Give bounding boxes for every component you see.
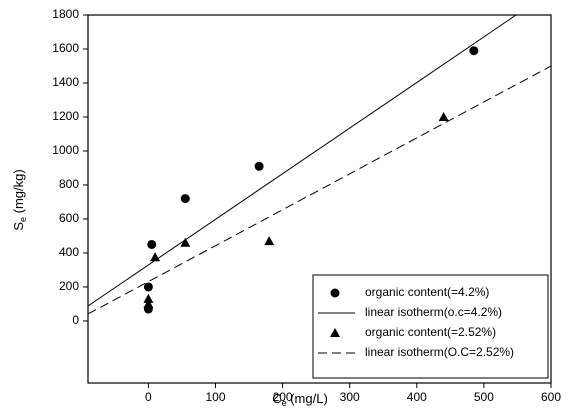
- fit-line: [88, 65, 551, 315]
- point: [438, 111, 449, 121]
- y-label-main: S: [11, 222, 26, 231]
- y-tick-label: 1200: [52, 109, 79, 123]
- fit-line: [88, 15, 517, 307]
- legend-symbol: [330, 328, 340, 337]
- x-label-unit: (mg/L): [287, 391, 328, 406]
- point: [143, 293, 154, 303]
- y-tick-label: 0: [72, 313, 79, 327]
- y-tick-label: 200: [59, 279, 79, 293]
- x-label-sub: e: [282, 398, 287, 408]
- y-label-sub: e: [18, 217, 28, 222]
- y-tick-label: 600: [59, 211, 79, 225]
- x-tick-label: 0: [145, 390, 152, 404]
- legend-label: organic content(=2.52%): [365, 325, 496, 339]
- x-tick-label: 300: [340, 390, 360, 404]
- y-tick-label: 800: [59, 177, 79, 191]
- point: [469, 46, 479, 56]
- y-axis-label: Se (mg/kg): [11, 169, 28, 230]
- legend-box: [312, 274, 549, 379]
- y-tick-label: 1800: [52, 7, 79, 21]
- point: [150, 252, 161, 262]
- point: [254, 161, 264, 171]
- point: [143, 282, 153, 292]
- point: [147, 239, 157, 249]
- point: [180, 237, 191, 247]
- x-tick-label: 100: [205, 390, 225, 404]
- y-tick-label: 1400: [52, 75, 79, 89]
- x-axis-label: Ce (mg/L): [272, 391, 328, 408]
- legend-symbol: [330, 288, 340, 298]
- x-tick-label: 200: [273, 390, 293, 404]
- x-label-main: C: [272, 391, 281, 406]
- plot-frame: [87, 14, 552, 384]
- legend-label: organic content(=4.2%): [365, 285, 489, 299]
- legend-label: linear isotherm(o.c=4.2%): [365, 305, 502, 319]
- point: [264, 236, 275, 246]
- x-tick-label: 500: [474, 390, 494, 404]
- y-label-unit: (mg/kg): [11, 169, 26, 217]
- point: [180, 194, 190, 204]
- x-tick-label: 400: [407, 390, 427, 404]
- y-tick-label: 400: [59, 245, 79, 259]
- y-tick-label: 1600: [52, 41, 79, 55]
- x-tick-label: 600: [541, 390, 561, 404]
- point: [143, 298, 154, 308]
- legend-label: linear isotherm(O.C=2.52%): [365, 345, 514, 359]
- y-tick-label: 1000: [52, 143, 79, 157]
